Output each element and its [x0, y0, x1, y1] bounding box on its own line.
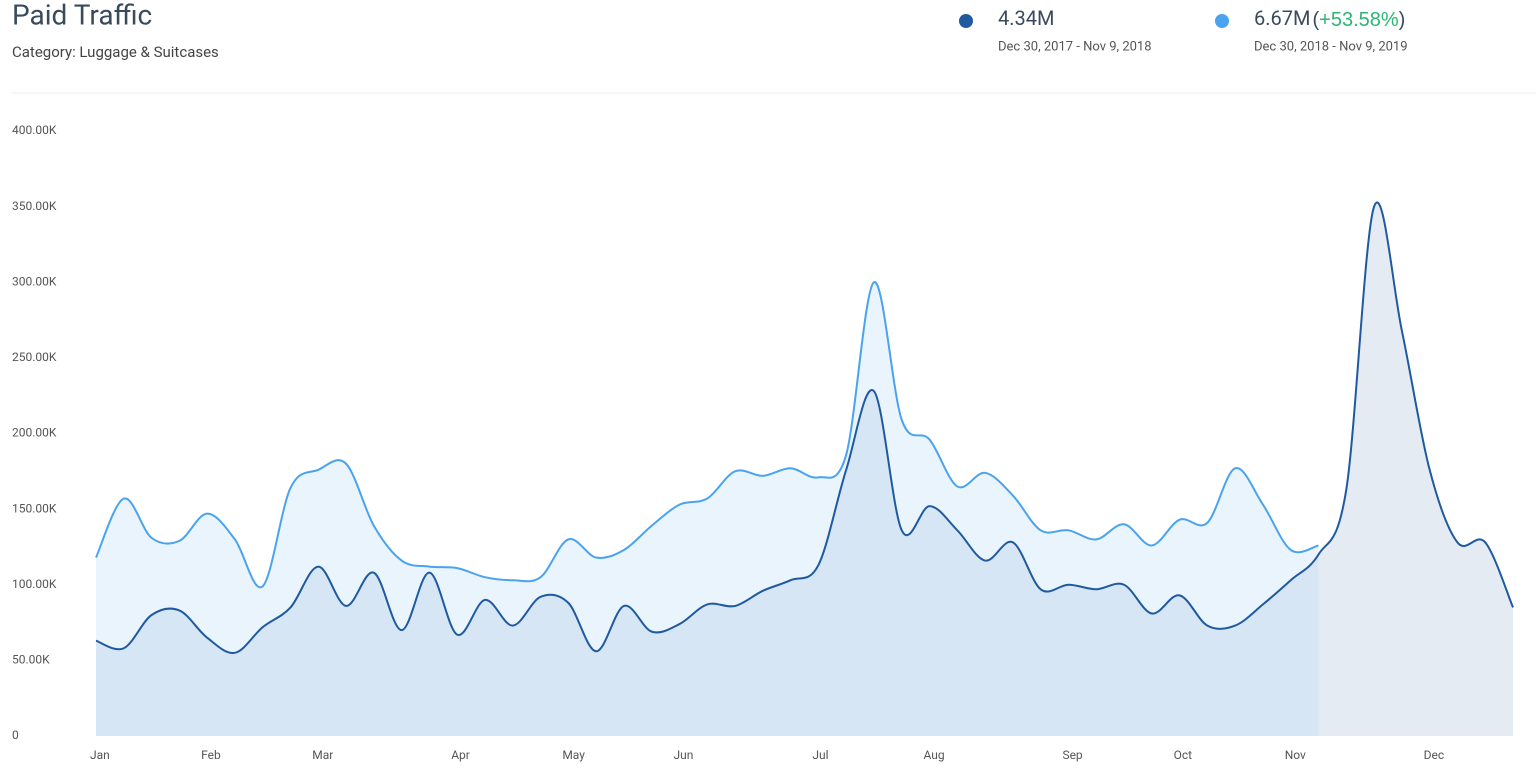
x-tick-label: Feb [201, 748, 221, 762]
y-tick-label: 100.00K [12, 577, 57, 591]
x-tick-label: Oct [1174, 748, 1193, 762]
chart-subtitle: Category: Luggage & Suitcases [12, 43, 219, 61]
legend-change-box: +53.58% [1312, 9, 1405, 31]
legend-label: Dec 30, 2018 - Nov 9, 2019 [1254, 39, 1408, 54]
y-tick-label: 300.00K [12, 274, 57, 288]
x-tick-label: Apr [451, 748, 470, 762]
legend-total: 6.67M [1254, 6, 1310, 30]
x-tick-label: Jan [90, 748, 110, 762]
legend-marker [1215, 14, 1229, 28]
legend-total: 4.34M [998, 6, 1054, 30]
legend-total-value: 4.34M [998, 6, 1054, 30]
x-tick-label: Jul [812, 748, 828, 762]
legend-total-value: 6.67M [1254, 6, 1310, 30]
y-tick-label: 400.00K [12, 123, 57, 137]
x-tick-label: Mar [312, 748, 333, 762]
x-tick-label: May [562, 748, 585, 762]
line [95, 201, 1514, 654]
x-tick-label: Sep [1062, 748, 1082, 762]
y-tick-label: 50.00K [12, 653, 50, 667]
y-tick-label: 250.00K [12, 350, 57, 364]
area [96, 390, 1319, 736]
legend-label: Dec 30, 2017 - Nov 9, 2018 [998, 39, 1152, 54]
area-partial [1318, 202, 1513, 736]
legend-marker [959, 14, 973, 28]
chart-title: Paid Traffic [12, 0, 152, 31]
y-tick-label: 150.00K [12, 501, 57, 515]
x-tick-label: Dec [1424, 748, 1445, 762]
line [95, 281, 1319, 589]
x-tick-label: Jun [673, 748, 693, 762]
y-tick-label: 350.00K [12, 199, 57, 213]
y-tick-label: 0 [12, 728, 19, 742]
x-tick-label: Aug [924, 748, 945, 762]
x-tick-label: Nov [1285, 748, 1306, 762]
y-tick-label: 200.00K [12, 426, 57, 440]
legend-change: +53.58% [1312, 9, 1405, 31]
